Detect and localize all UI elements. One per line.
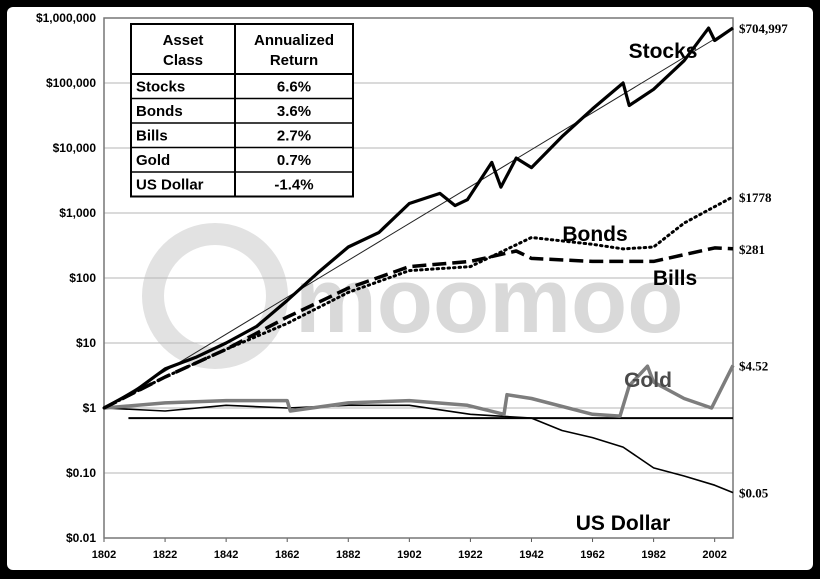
series-line-bonds bbox=[102, 195, 735, 410]
end-value-label: $4.52 bbox=[739, 358, 768, 373]
series-name-label: US Dollar bbox=[576, 512, 671, 535]
stocks-trend-line bbox=[103, 27, 734, 409]
x-tick-label: 2002 bbox=[702, 549, 726, 561]
end-value-label: $0.05 bbox=[739, 486, 769, 501]
table-return-cell: 2.7% bbox=[277, 127, 311, 144]
axes: $1,000,000 $100,000 $10,000 $1,000 $100 $10 $1… bbox=[36, 11, 734, 561]
y-tick-label: $0.10 bbox=[66, 466, 96, 480]
table-return-cell: 3.6% bbox=[277, 103, 311, 120]
x-tick-label: 1982 bbox=[641, 549, 665, 561]
watermark-text: moomoo bbox=[295, 250, 683, 352]
series-line-bills bbox=[103, 246, 734, 410]
x-tick-label: 1942 bbox=[519, 549, 543, 561]
series-line-stocks bbox=[103, 26, 734, 410]
end-value-label: $1778 bbox=[739, 190, 772, 205]
x-tick-label: 1802 bbox=[92, 549, 116, 561]
series-name-label: Stocks bbox=[629, 40, 698, 63]
returns-table: Asset Class Annualized Return Stocks 6.6% Bond… bbox=[130, 23, 354, 198]
series-name-label: Gold bbox=[624, 369, 672, 392]
table-header-cell: Annualized Return bbox=[254, 32, 334, 69]
x-tick-label: 1862 bbox=[275, 549, 299, 561]
series-labels: $704,997 Stocks $1778 Bonds $281 Bills $4.52 Go… bbox=[562, 21, 788, 535]
watermark: moomoo bbox=[142, 223, 683, 369]
y-tick-label: $100 bbox=[69, 271, 96, 285]
table-return-cell: 6.6% bbox=[277, 78, 311, 95]
series-lines bbox=[102, 26, 735, 494]
y-tick-label: $1 bbox=[83, 401, 97, 415]
table-asset-cell: Gold bbox=[136, 152, 170, 169]
series-name-label: Bonds bbox=[562, 223, 627, 246]
table-asset-cell: Bonds bbox=[136, 103, 183, 120]
table-header-cell: Asset Class bbox=[163, 32, 204, 69]
table-border bbox=[130, 23, 354, 198]
x-tick-label: 1842 bbox=[214, 549, 238, 561]
end-value-label: $281 bbox=[739, 242, 765, 257]
y-tick-label: $10 bbox=[76, 336, 96, 350]
table-asset-cell: Stocks bbox=[136, 78, 185, 95]
series-line-us-dollar bbox=[103, 404, 734, 494]
series-line-gold bbox=[103, 364, 735, 418]
table-asset-cell: Bills bbox=[136, 127, 168, 144]
y-tick-label: $0.01 bbox=[66, 531, 96, 545]
watermark-logo-mark bbox=[142, 223, 288, 369]
y-tick-label: $100,000 bbox=[46, 76, 96, 90]
table-return-cell: -1.4% bbox=[274, 176, 313, 193]
y-tick-label: $1,000,000 bbox=[36, 11, 96, 25]
x-tick-label: 1922 bbox=[458, 549, 482, 561]
end-value-label: $704,997 bbox=[739, 21, 788, 36]
x-tick-label: 1962 bbox=[580, 549, 604, 561]
series-name-label: Bills bbox=[653, 267, 697, 290]
y-tick-label: $1,000 bbox=[59, 206, 96, 220]
x-tick-label: 1822 bbox=[153, 549, 177, 561]
y-tick-label: $10,000 bbox=[53, 141, 97, 155]
table-asset-cell: US Dollar bbox=[136, 176, 204, 193]
x-tick-label: 1882 bbox=[336, 549, 360, 561]
x-tick-label: 1902 bbox=[397, 549, 421, 561]
table-return-cell: 0.7% bbox=[277, 152, 311, 169]
plot-area-border bbox=[103, 17, 734, 539]
